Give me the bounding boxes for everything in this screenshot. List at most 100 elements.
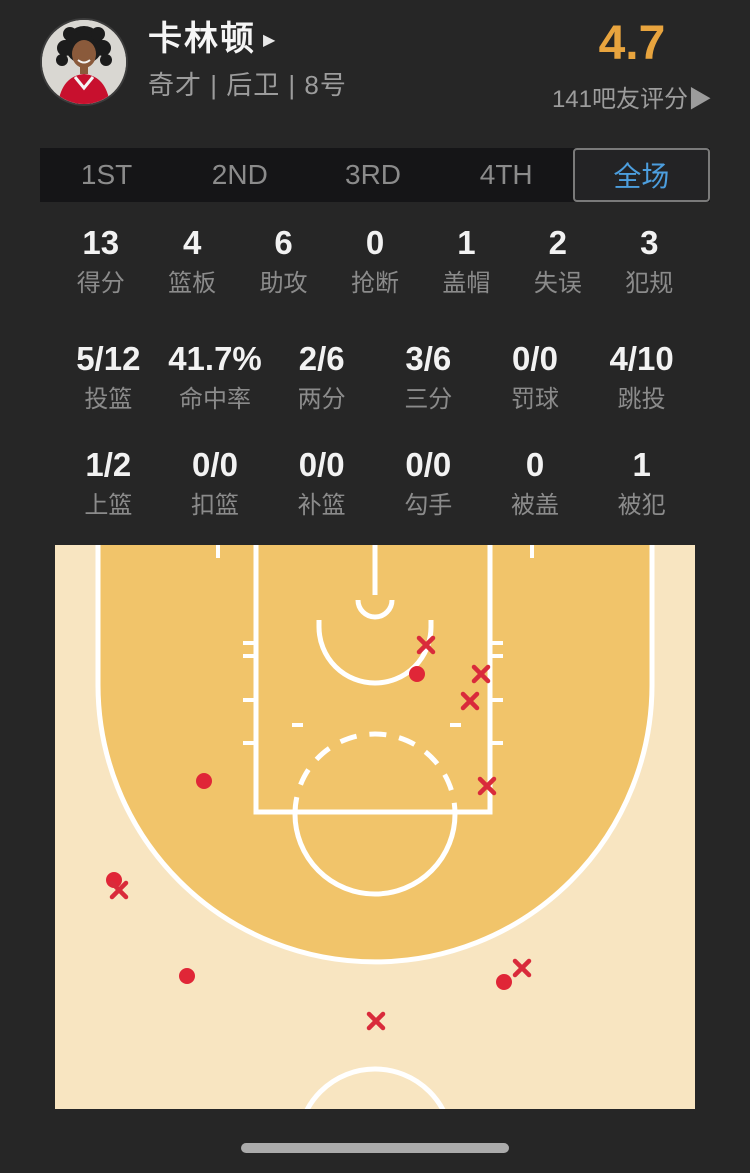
stat-jumpshot: 4/10 跳投 [588,342,695,412]
rating-caption-link[interactable]: 141吧友评分▶ [551,86,712,113]
tab-full[interactable]: 全场 [572,148,711,202]
stat-fouled-value: 1 [632,446,651,483]
stat-rebounds-value: 4 [182,224,202,261]
shot-made-marker [409,666,425,682]
stat-steals-value: 0 [365,224,385,261]
free-throw-circle-solid-half [292,813,458,897]
stat-rebounds-label: 篮板 [168,270,217,297]
stat-rebounds: 4 篮板 [146,226,237,296]
stat-fouls: 3 犯规 [604,226,695,296]
stat-jumpshot-label: 跳投 [617,386,666,413]
stat-tip-in: 0/0 补篮 [268,448,375,518]
shot-missed-marker [366,1011,386,1031]
stat-fouls-label: 犯规 [625,270,674,297]
stat-points: 13 得分 [55,226,146,296]
stat-steals-label: 抢断 [350,270,399,297]
court-lines [95,545,655,1109]
tab-2nd[interactable]: 2ND [211,159,268,190]
stat-dunk-label: 扣篮 [190,492,239,519]
stat-ft-value: 0/0 [512,340,558,377]
stat-blocked-label: 被盖 [510,492,559,519]
stat-blocked-value: 0 [525,446,545,483]
stat-hook: 0/0 勾手 [375,448,482,518]
lane-hash-marks [216,545,534,745]
shot-missed-marker [416,635,436,655]
rating-block: 4.7 141吧友评分▶ [552,18,712,112]
stat-assists-label: 助攻 [259,270,308,297]
stat-fg-pct-label: 命中率 [178,386,251,413]
tab-3rd[interactable]: 3RD [345,159,402,190]
stats-row-shooting: 5/12 投篮 41.7% 命中率 2/6 两分 3/6 三分 0/0 罚球 4/10 跳投 [55,342,695,412]
stat-blocks: 1 盖帽 [421,226,512,296]
stat-assists: 6 助攻 [238,226,329,296]
stat-2pt-value: 2/6 [298,340,345,377]
tab-4th[interactable]: 4TH [479,159,533,190]
court-inside-3pt-area [98,545,652,962]
player-info: 卡林顿 ▶ 奇才 | 后卫 | 8号 [148,18,347,98]
stat-fg-value: 5/12 [76,340,141,377]
center-circle [304,1066,446,1109]
player-photo [42,20,126,104]
stat-3pt-label: 三分 [404,386,453,413]
stat-assists-value: 6 [274,224,293,261]
stat-hook-label: 勾手 [404,492,453,519]
shot-made-marker [179,968,195,984]
quarter-tabs: 1ST 2ND 3RD 4TH 全场 [40,148,711,202]
three-point-line [95,545,655,965]
stat-jumpshot-value: 4/10 [609,340,674,377]
stat-tip-in-value: 0/0 [298,446,345,483]
stat-fouled: 1 被犯 [588,448,695,518]
stats-row-shot-types: 1/2 上篮 0/0 扣篮 0/0 补篮 0/0 勾手 0 被盖 1 被犯 [55,448,695,518]
stat-fg-pct-value: 41.7% [168,340,262,377]
stat-ft: 0/0 罚球 [482,342,589,412]
stat-fg-label: 投篮 [84,386,133,413]
stat-fouls-value: 3 [640,224,659,261]
stats-row-basic: 13 得分 4 篮板 6 助攻 0 抢断 1 盖帽 2 失误 3 犯规 [55,226,695,296]
stat-blocks-value: 1 [457,224,476,261]
shot-chart [55,545,695,1109]
lane-key-lines [253,545,493,815]
player-name-link[interactable]: 卡林顿 ▶ [148,22,347,56]
stat-turnovers-label: 失误 [533,270,582,297]
player-name: 卡林顿 [148,20,256,58]
player-avatar[interactable] [40,18,128,106]
stat-turnovers-value: 2 [548,224,568,261]
stat-2pt-label: 两分 [297,386,346,413]
stat-points-value: 13 [82,224,120,261]
stat-fouled-label: 被犯 [617,492,666,519]
stat-2pt: 2/6 两分 [268,342,375,412]
shot-missed-marker [471,664,491,684]
shot-missed-marker [109,880,129,900]
name-arrow-icon: ▶ [263,31,276,49]
stat-dunk-value: 0/0 [192,446,238,483]
stat-points-label: 得分 [76,270,125,297]
stat-hook-value: 0/0 [405,446,452,483]
shot-missed-marker [512,958,532,978]
rating-value: 4.7 [598,17,666,70]
stat-tip-in-label: 补篮 [297,492,346,519]
stat-layup-label: 上篮 [84,492,133,519]
shot-missed-marker [460,691,480,711]
free-throw-circle-dashed-half [292,731,458,815]
stat-dunk: 0/0 扣篮 [162,448,269,518]
stat-layup: 1/2 上篮 [55,448,162,518]
half-court [55,545,695,1109]
stat-steals: 0 抢断 [329,226,420,296]
stat-3pt-value: 3/6 [405,340,452,377]
shot-markers [106,635,532,1031]
player-header: 卡林顿 ▶ 奇才 | 后卫 | 8号 4.7 141吧友评分▶ [0,0,750,112]
stat-fg-pct: 41.7% 命中率 [162,342,269,412]
shot-made-marker [196,773,212,789]
stat-fg: 5/12 投篮 [55,342,162,412]
player-subtitle: 奇才 | 后卫 | 8号 [148,70,347,100]
shot-made-marker [496,974,512,990]
shot-missed-marker [477,776,497,796]
rim-arc [355,599,395,620]
stat-ft-label: 罚球 [510,386,559,413]
stat-blocks-label: 盖帽 [442,270,491,297]
stat-3pt: 3/6 三分 [375,342,482,412]
stat-layup-value: 1/2 [85,446,132,483]
home-indicator-bar[interactable] [241,1143,509,1153]
stat-turnovers: 2 失误 [512,226,603,296]
tab-1st[interactable]: 1ST [80,159,133,190]
